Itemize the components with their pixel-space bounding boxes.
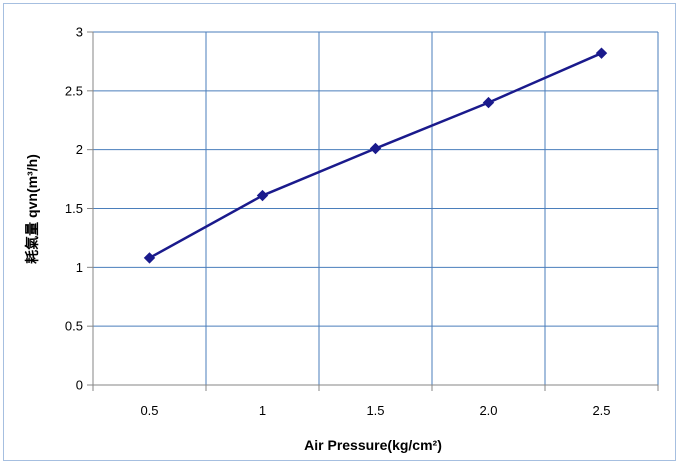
axes <box>87 31 659 391</box>
x-tick-label: 2.0 <box>479 403 497 418</box>
x-tick-label: 1.5 <box>366 403 384 418</box>
data-point-marker <box>256 189 269 202</box>
x-tick-label: 1 <box>259 403 266 418</box>
x-tick-labels: 0.5 1 1.5 2.0 2.5 <box>140 403 610 418</box>
y-tick-label: 3 <box>76 25 83 40</box>
y-tick-label: 2 <box>76 142 83 157</box>
x-tick-label: 0.5 <box>140 403 158 418</box>
data-point-marker <box>595 47 608 59</box>
y-tick-label: 0 <box>76 378 83 393</box>
y-axis-title: 耗氣量 qvn(m³/h) <box>24 154 40 264</box>
x-tick-label: 2.5 <box>592 403 610 418</box>
y-tick-labels: 0 0.5 1 1.5 2 2.5 3 <box>65 25 83 393</box>
y-tick-label: 1.5 <box>65 201 83 216</box>
y-tick-label: 0.5 <box>65 319 83 334</box>
data-point-marker <box>369 142 382 155</box>
data-series <box>143 47 608 264</box>
x-axis-title: Air Pressure(kg/cm²) <box>304 437 442 453</box>
y-tick-label: 2.5 <box>65 83 83 98</box>
series-line <box>148 52 603 260</box>
data-point-marker <box>143 252 156 264</box>
data-point-marker <box>482 96 495 109</box>
grid-lines <box>93 31 659 385</box>
y-tick-label: 1 <box>76 260 83 275</box>
